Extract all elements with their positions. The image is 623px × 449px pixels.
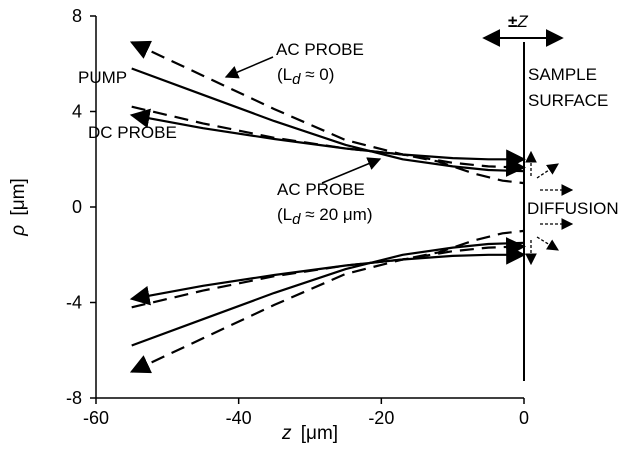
series-line-ac-probe-ld20-mirror: [131, 229, 525, 309]
x-tick-label: -40: [226, 408, 252, 428]
y-tick-label: -4: [66, 293, 82, 313]
ac-probe-2-rest: ≈ 20 μm): [300, 205, 372, 224]
annotation-ac-probe-2-formula: (Ld ≈ 20 μm): [277, 205, 373, 228]
annotation-dc-probe: DC PROBE: [88, 123, 177, 142]
diffusion-arrow-upright: [536, 163, 559, 179]
x-axis-unit: [μm]: [301, 423, 338, 444]
series-line-ac-probe-ld0-mirror: [129, 237, 526, 374]
ac-probe-1-paren: (L: [277, 65, 292, 84]
ac-probe-2-paren: (L: [277, 205, 292, 224]
x-tick-label: -20: [368, 408, 394, 428]
annotation-pump: PUMP: [78, 68, 127, 87]
ac-probe-2-pointer: [321, 157, 382, 184]
x-axis-label: z [μm]: [281, 423, 338, 444]
plus-minus-symbol: ±: [508, 12, 517, 31]
axis-ticks: -60 -40 -20 0 8 4 0 -4 -8: [66, 6, 529, 428]
series-line-dc-probe-mirror: [129, 244, 526, 306]
diffusion-arrows: [525, 150, 574, 266]
annotation-ac-probe-1: AC PROBE: [276, 40, 364, 59]
diffusion-arrow-downright: [536, 236, 559, 251]
y-tick-label: 8: [72, 6, 82, 26]
y-axis-unit: [μm]: [8, 178, 29, 215]
annotation-ac-probe-2: AC PROBE: [277, 180, 365, 199]
annotation-ac-probe-1-formula: (Ld ≈ 0): [277, 65, 334, 88]
series-line-ac-probe-ld0: [129, 40, 526, 177]
series-group: [129, 40, 526, 374]
ac-probe-1-rest: ≈ 0): [300, 65, 334, 84]
annotation-sample: SAMPLE: [528, 65, 597, 84]
ac-probe-2-subscript: d: [292, 211, 301, 228]
ac-probe-1-pointer: [224, 56, 274, 79]
annotation-surface: SURFACE: [528, 91, 608, 110]
y-axis-label: ρ [μm]: [8, 178, 29, 237]
x-tick-label: 0: [519, 408, 529, 428]
y-axis-var: ρ: [8, 225, 29, 237]
x-tick-label: -60: [83, 408, 109, 428]
series-line-dc-probe: [129, 108, 526, 170]
annotation-diffusion: DIFFUSION: [527, 199, 619, 218]
annotation-plus-minus-z: ±Z: [508, 12, 528, 31]
y-tick-label: 4: [72, 102, 82, 122]
y-tick-label: 0: [72, 197, 82, 217]
series-line-pump-mirror: [131, 241, 525, 347]
ac-probe-1-subscript: d: [292, 71, 301, 88]
z-variable: Z: [516, 12, 528, 31]
y-tick-label: -8: [66, 388, 82, 408]
x-axis-var: z: [281, 423, 292, 444]
series-line-ac-probe-ld20: [131, 105, 525, 185]
